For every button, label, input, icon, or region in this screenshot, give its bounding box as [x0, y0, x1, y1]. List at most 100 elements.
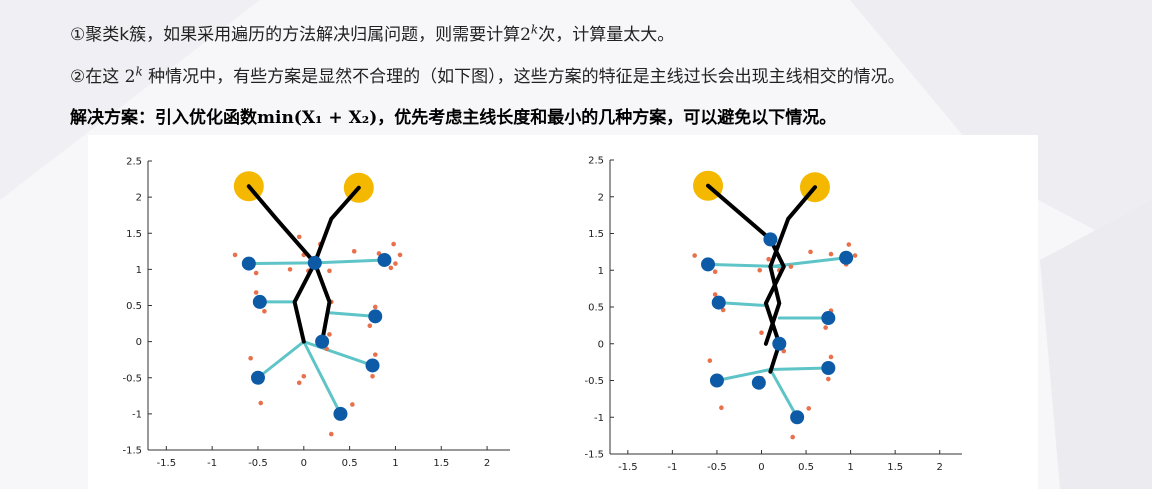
cluster-center [333, 406, 348, 421]
solution-label: 解决方案：引入优化函数 [70, 108, 257, 128]
sample-point [296, 380, 302, 386]
sample-point [707, 358, 713, 363]
cluster-center [839, 250, 854, 265]
x-tick-label: -1.5 [618, 462, 638, 473]
branch-line [302, 340, 375, 367]
sample-point [391, 241, 396, 247]
sample-point [846, 242, 852, 247]
line1-math: 2 [520, 25, 531, 45]
figure-panel: -1.5 -1 -0.5 0 0.5 1 1.5 2 2.5 -1.5 -1 -0.5 0 0.5 1 1.5… [88, 135, 1038, 489]
branch-line [256, 340, 306, 380]
sample-point [823, 325, 828, 330]
y-tick-label: -0.5 [584, 376, 604, 387]
y-tick-label: -0.5 [122, 373, 142, 384]
cluster-center [821, 361, 836, 376]
sample-point [258, 400, 264, 406]
text-line-1: ①聚类k簇，如果采用遍历的方法解决归属问题，则需要计算2k次，计算量太大。 [70, 20, 674, 45]
y-tick-label: 2.5 [126, 157, 142, 168]
cluster-center [751, 375, 766, 390]
sample-point [372, 304, 378, 310]
sample-point [788, 264, 794, 269]
y-tick-label: 0.5 [126, 301, 142, 312]
sample-point [301, 374, 307, 379]
sample-point [757, 267, 763, 273]
y-tick-label: 0 [136, 337, 142, 348]
sample-point [766, 256, 771, 262]
sample-point [720, 307, 726, 313]
cluster-center [790, 410, 805, 425]
cluster-center [252, 294, 267, 309]
x-tick-label: 2 [937, 462, 943, 473]
branch-line [715, 367, 772, 382]
sample-point [393, 261, 398, 266]
x-tick-label: 0.5 [342, 458, 358, 469]
x-tick-label: -1.5 [157, 458, 177, 469]
sample-point [350, 402, 355, 407]
text-line-2: ②在这 2k 种情况中，有些方案是显然不合理的（如下图），这些方案的特征是主线过… [70, 62, 905, 87]
x-tick-label: 1 [847, 462, 853, 473]
branch-line [768, 367, 799, 419]
chart-left: -1.5 -1 -0.5 0 0.5 1 1.5 2 2.5 -1.5 -1 -0.5 0 0.5 1 1.5… [122, 157, 510, 469]
x-tick-label: 0 [758, 462, 764, 473]
sample-point [367, 323, 373, 329]
sample-point [351, 249, 357, 254]
y-tick-label: -1.5 [584, 450, 604, 461]
cluster-center [709, 373, 724, 388]
sample-point [370, 374, 375, 379]
solution-line: 解决方案：引入优化函数min(X₁ + X₂)，优先考虑主线长度和最小的几种方案… [70, 103, 836, 128]
y-tick-label: 2 [136, 193, 142, 204]
x-tick-label: 0.5 [798, 462, 814, 473]
sample-point [397, 252, 403, 258]
sample-point [253, 290, 259, 295]
x-tick-label: 1.5 [433, 458, 449, 469]
sample-point [712, 269, 718, 275]
branch-line [313, 258, 386, 265]
cluster-center [315, 334, 330, 349]
solution-text: ，优先考虑主线长度和最小的几种方案，可以避免以下情况。 [377, 108, 837, 128]
sample-point [692, 253, 697, 258]
cluster-center [307, 255, 322, 270]
y-tick-label: 1 [136, 265, 142, 276]
x-tick-label: 2 [484, 458, 490, 469]
sample-point [328, 431, 334, 437]
branch-line [302, 340, 342, 416]
sample-point [388, 265, 394, 271]
cluster-center [763, 232, 778, 247]
branch-line [768, 366, 830, 371]
sample-point [712, 292, 718, 297]
x-tick-label: -0.5 [707, 462, 727, 473]
cluster-center [821, 311, 836, 326]
optimization-formula: min(X₁ + X₂) [257, 108, 378, 128]
sample-point [719, 405, 724, 410]
y-tick-label: 0 [598, 339, 604, 350]
y-tick-label: 1 [598, 266, 604, 277]
cluster-center [377, 252, 392, 267]
line2-text-a: ②在这 [70, 67, 125, 87]
sample-point [248, 355, 253, 361]
cluster-center [250, 370, 265, 385]
cluster-center [365, 358, 380, 373]
y-tick-label: 2.5 [588, 156, 604, 167]
line1-text-c: 次，计算量太大。 [538, 25, 675, 45]
line2-math: 2 [124, 67, 136, 87]
sample-point [826, 376, 831, 382]
sample-point [828, 354, 834, 360]
x-tick-label: -1 [207, 458, 217, 469]
y-tick-label: 2 [598, 192, 604, 203]
sample-point [790, 434, 795, 440]
y-tick-label: 1.5 [588, 229, 604, 240]
sample-point [759, 330, 764, 336]
x-tick-label: 1.5 [887, 462, 903, 473]
line2-superscript: k [135, 64, 143, 79]
sample-point [781, 348, 787, 354]
y-tick-label: -1 [132, 409, 142, 420]
y-tick-label: 0.5 [588, 303, 604, 314]
y-tick-label: -1.5 [122, 446, 142, 457]
sample-point [828, 251, 834, 257]
sample-point [296, 234, 302, 240]
sample-point [327, 268, 332, 274]
x-tick-label: -0.5 [248, 458, 268, 469]
sample-point [327, 332, 332, 337]
branch-line [327, 311, 377, 318]
y-tick-label: 1.5 [126, 229, 142, 240]
